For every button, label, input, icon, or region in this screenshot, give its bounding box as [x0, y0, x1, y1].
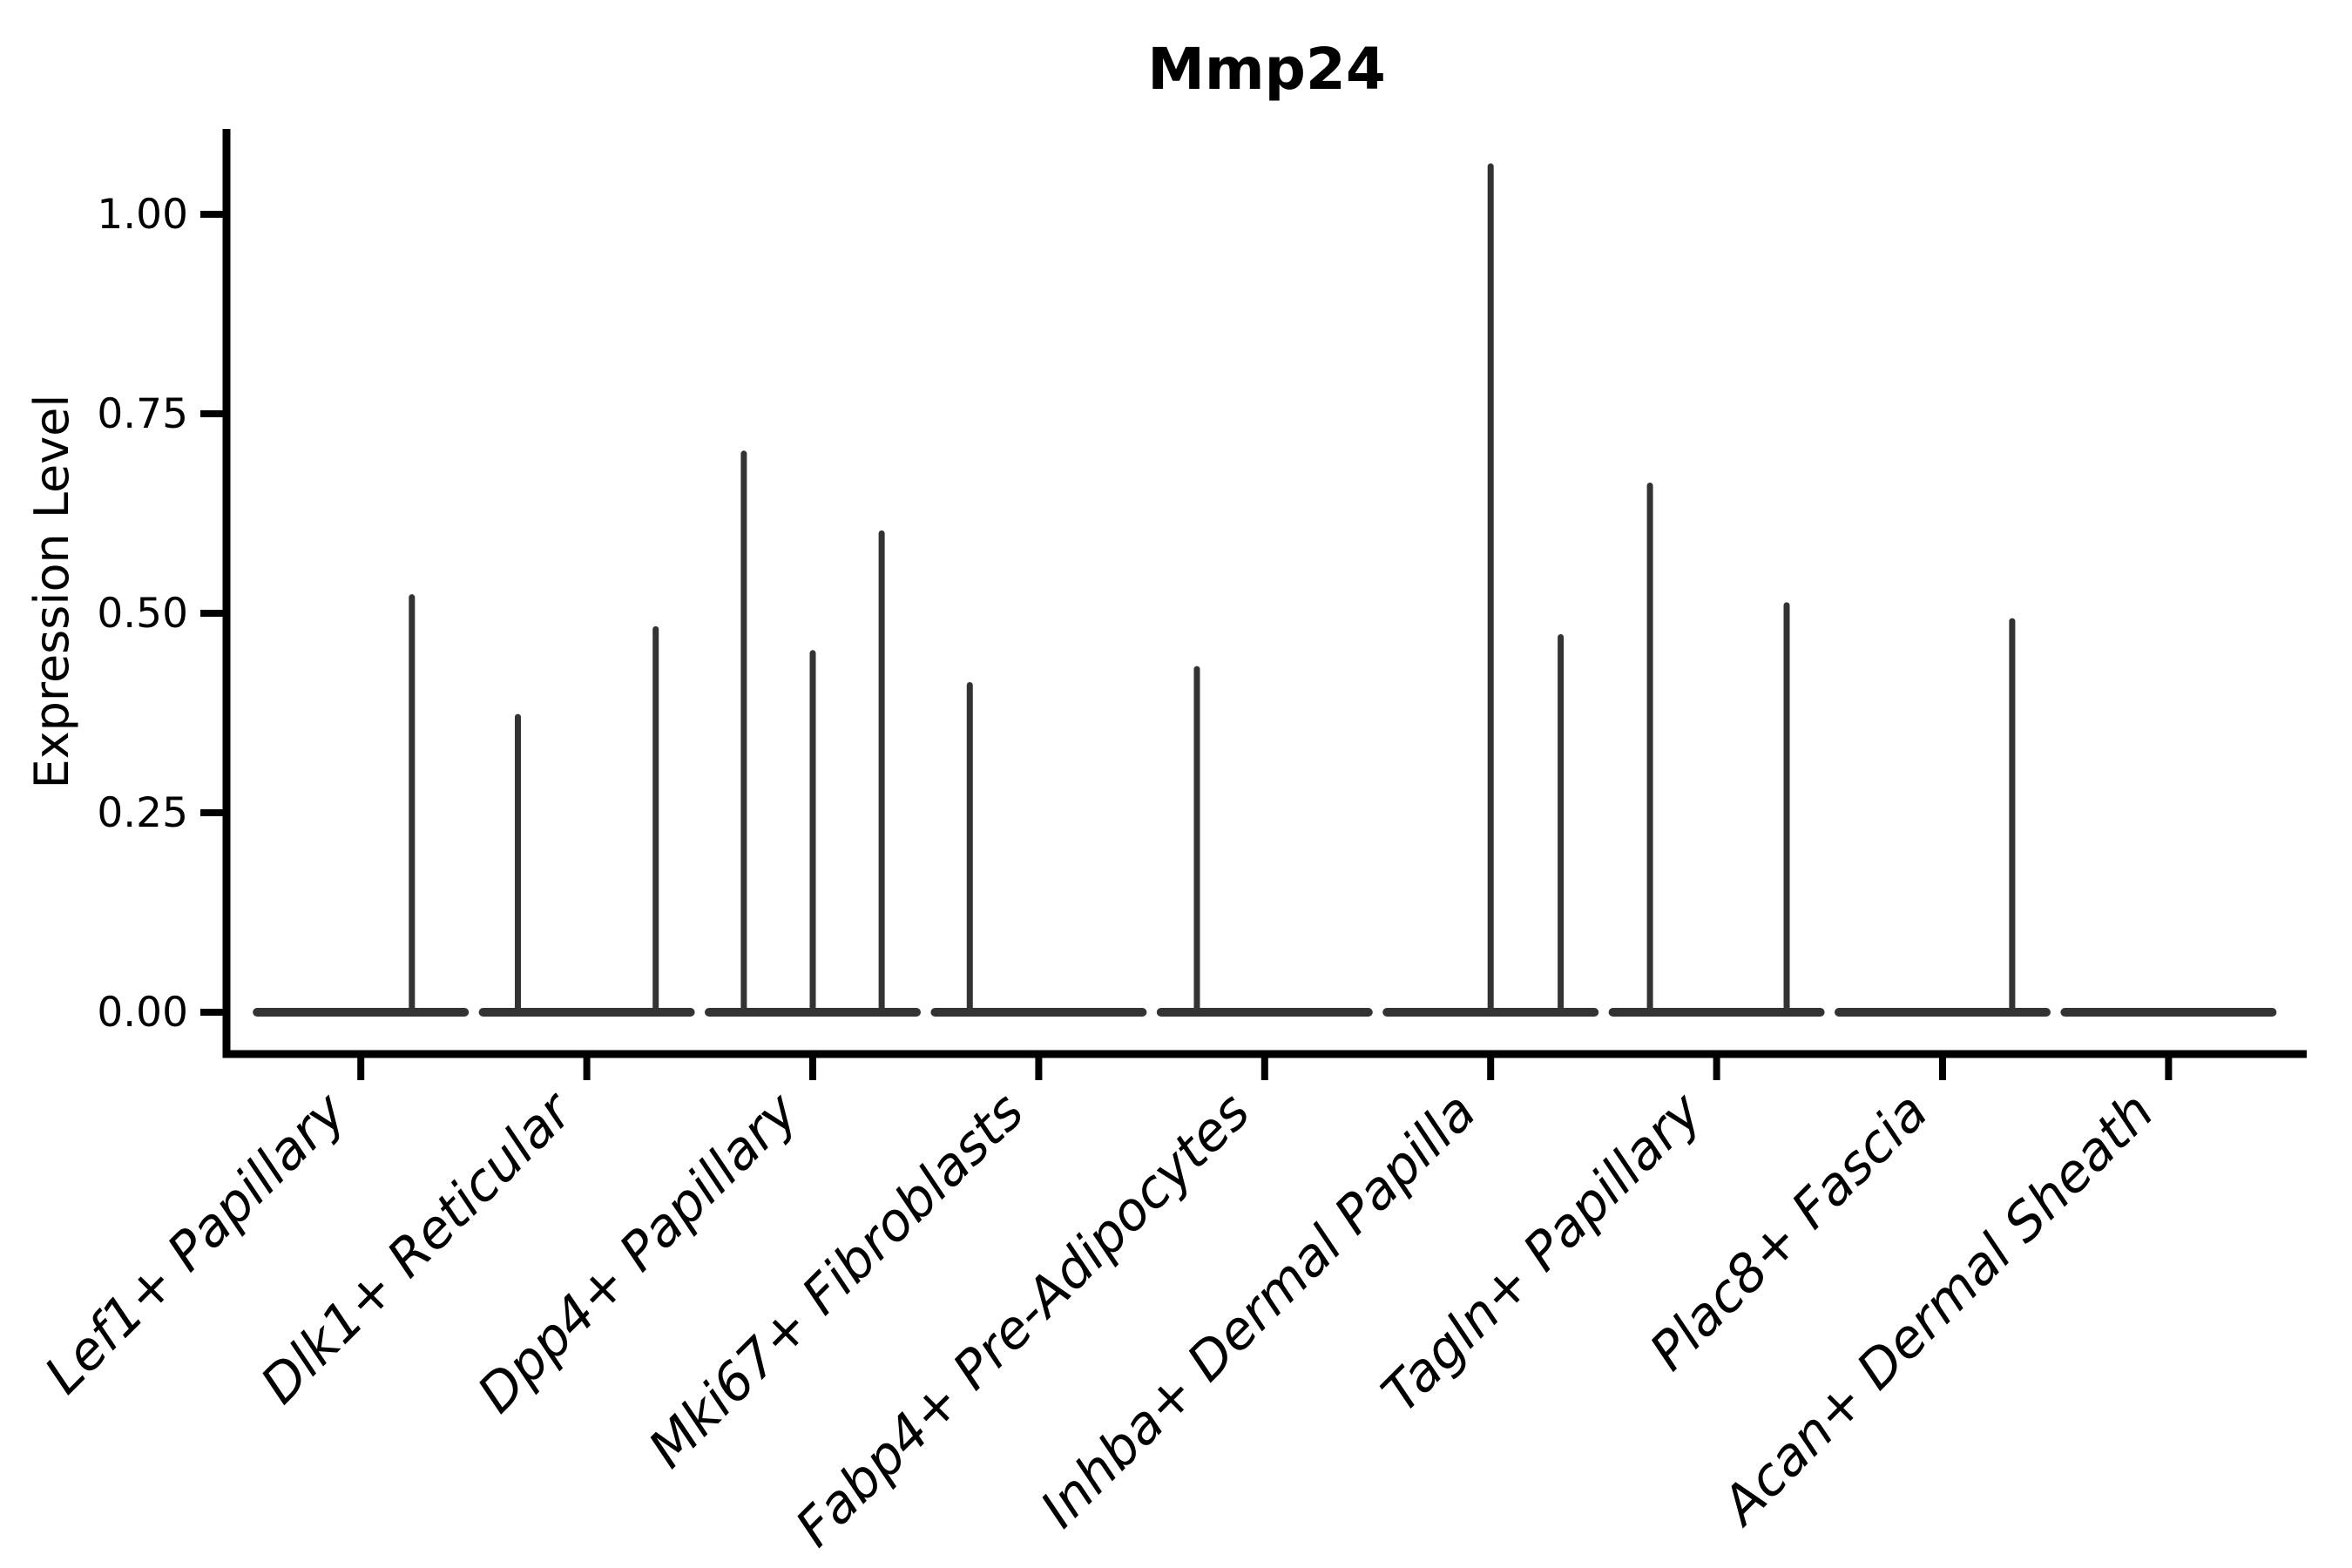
- y-axis: 0.00 0.25 0.50 0.75 1.00: [97, 129, 231, 1058]
- x-tick-label: Acan+ Dermal Sheath: [1708, 1081, 2166, 1538]
- y-tick-label: 1.00: [97, 191, 188, 239]
- y-tick-label: 0.50: [97, 590, 188, 638]
- violin-6: [1382, 163, 1599, 1017]
- chart-title: Mmp24: [1147, 36, 1386, 103]
- y-tick-label: 0.00: [97, 989, 188, 1037]
- x-tick-label: Fabp4+ Pre-Adipocytes: [784, 1081, 1261, 1558]
- violin-4: [930, 681, 1147, 1017]
- violin-1: [253, 594, 470, 1017]
- violin-8: [1835, 618, 2051, 1017]
- violin-3: [705, 450, 921, 1017]
- violin-5: [1156, 666, 1373, 1017]
- violin-2: [478, 625, 695, 1017]
- y-tick-label: 0.25: [97, 789, 188, 837]
- violin-7: [1608, 482, 1825, 1017]
- x-tick-label: Mki67+ Fibroblasts: [637, 1081, 1036, 1480]
- y-axis-title: Expression Level: [24, 395, 79, 789]
- y-tick-label: 0.75: [97, 390, 188, 438]
- x-tick-label: Inhba+ Dermal Papilla: [1029, 1081, 1487, 1539]
- violins-layer: [253, 163, 2277, 1017]
